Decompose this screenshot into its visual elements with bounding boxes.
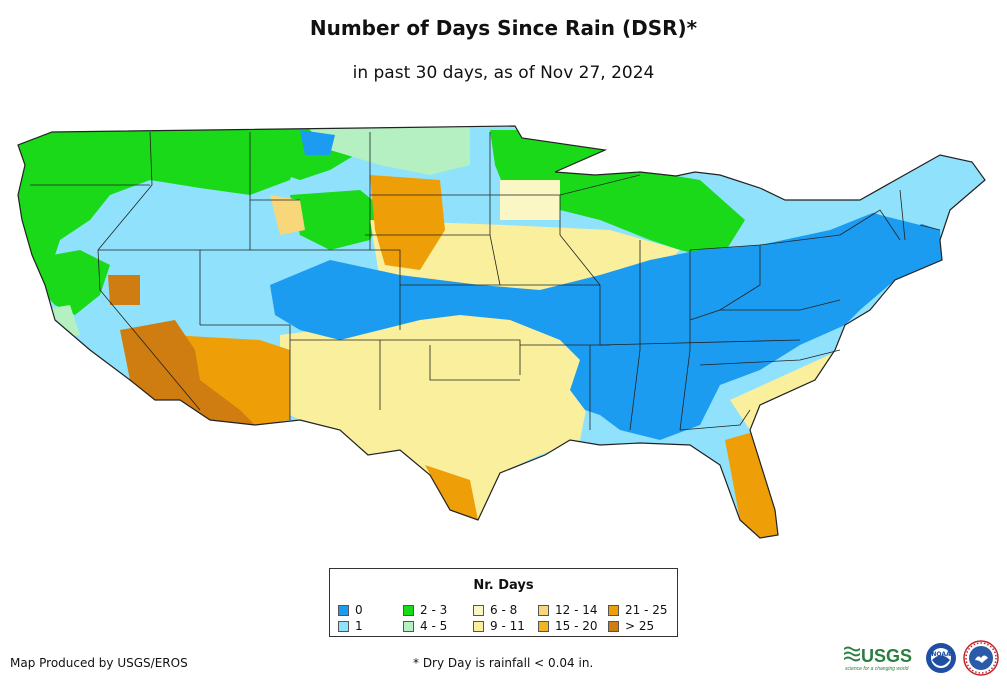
region-ne-1-day <box>840 155 985 225</box>
map-subtitle: in past 30 days, as of Nov 27, 2024 <box>352 63 655 83</box>
region-wyoming-green <box>290 190 385 250</box>
noaa-logo-text: NOAA <box>931 651 951 658</box>
legend-label: > 25 <box>625 619 655 633</box>
region-texas-coast-15-20 <box>425 465 478 520</box>
legend-item: > 25 <box>608 620 654 633</box>
legend-label: 21 - 25 <box>625 603 668 617</box>
usgs-logo-tagline: science for a changing world <box>845 666 909 672</box>
legend-swatch <box>403 621 414 632</box>
usgs-logo-text: USGS <box>861 646 912 666</box>
legend-swatch <box>338 621 349 632</box>
nws-logo <box>963 640 999 676</box>
legend-label: 2 - 3 <box>420 603 448 617</box>
region-southwest-15-20 <box>170 335 290 425</box>
legend-item: 4 - 5 <box>403 620 447 633</box>
legend-label: 9 - 11 <box>490 619 525 633</box>
region-nevada-gt25 <box>108 275 140 305</box>
legend-swatch <box>473 605 484 616</box>
legend-label: 15 - 20 <box>555 619 598 633</box>
legend-item: 15 - 20 <box>538 620 598 633</box>
legend-label: 6 - 8 <box>490 603 518 617</box>
legend-item: 21 - 25 <box>608 604 668 617</box>
legend-item: 6 - 8 <box>473 604 517 617</box>
noaa-logo: NOAA <box>925 642 957 674</box>
legend-label: 0 <box>355 603 363 617</box>
map-credit: Map Produced by USGS/EROS <box>10 656 188 670</box>
legend-item: 9 - 11 <box>473 620 525 633</box>
legend-label: 1 <box>355 619 363 633</box>
region-4-5-day-north <box>300 126 470 175</box>
usgs-logo: USGS science for a changing world <box>843 642 919 672</box>
legend-item: 12 - 14 <box>538 604 598 617</box>
legend-swatch <box>403 605 414 616</box>
legend-item: 0 <box>338 604 363 617</box>
legend-swatch <box>538 605 549 616</box>
legend-swatch <box>538 621 549 632</box>
region-idaho-12-14 <box>270 195 305 235</box>
dry-day-footnote: * Dry Day is rainfall < 0.04 in. <box>413 656 594 670</box>
legend-swatch <box>608 605 619 616</box>
region-east-0-days <box>270 210 942 440</box>
legend-swatch <box>338 605 349 616</box>
region-pnw-green <box>18 126 300 280</box>
legend-swatch <box>473 621 484 632</box>
map-title: Number of Days Since Rain (DSR)* <box>309 16 698 40</box>
region-upper-midwest-green <box>490 130 745 260</box>
region-upper-midwest-6-8 <box>500 180 560 220</box>
region-nw-0-days <box>300 130 335 155</box>
legend-label: 4 - 5 <box>420 619 448 633</box>
region-california-green <box>25 250 110 315</box>
legend: Nr. Days 0 1 2 - 3 4 - 5 6 - 8 9 - 11 12 - 14 1… <box>329 568 678 637</box>
region-wyoming-15-20 <box>370 175 445 270</box>
legend-item: 1 <box>338 620 363 633</box>
dsr-map <box>17 125 986 539</box>
legend-title: Nr. Days <box>473 578 534 593</box>
state-boundaries <box>30 131 941 431</box>
legend-label: 12 - 14 <box>555 603 598 617</box>
legend-swatch <box>608 621 619 632</box>
legend-item: 2 - 3 <box>403 604 447 617</box>
us-outline <box>17 125 986 539</box>
